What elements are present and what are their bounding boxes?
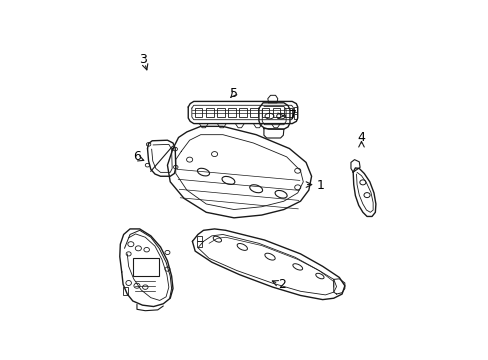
Bar [261, 108, 269, 117]
Bar [272, 108, 280, 117]
Text: 5: 5 [229, 87, 238, 100]
Bar [122, 287, 127, 296]
Bar [227, 108, 235, 117]
Bar [284, 108, 291, 117]
Bar [194, 108, 202, 117]
Bar [196, 241, 201, 247]
Text: 6: 6 [133, 150, 141, 163]
Bar [293, 114, 296, 118]
Bar [239, 108, 246, 117]
Text: 1: 1 [317, 179, 325, 193]
Text: 7: 7 [288, 109, 296, 122]
Bar [293, 107, 296, 112]
Bar [133, 258, 159, 276]
Text: 4: 4 [357, 131, 365, 144]
Bar [217, 108, 224, 117]
Bar [205, 108, 213, 117]
Text: 3: 3 [139, 53, 147, 66]
Bar [250, 108, 258, 117]
Bar [196, 236, 201, 240]
Text: 2: 2 [278, 278, 285, 291]
